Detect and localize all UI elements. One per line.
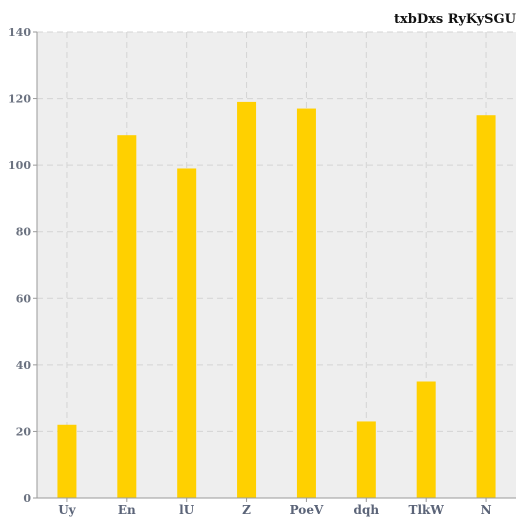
x-tick-label: Z <box>242 503 251 517</box>
y-tick-label: 140 <box>8 26 31 39</box>
y-tick-label: 80 <box>16 226 32 239</box>
bar-lU <box>177 168 197 498</box>
x-tick-label: Uy <box>58 503 76 517</box>
y-axis-tick-labels: 0 20 40 60 80 100 120 140 <box>8 26 31 505</box>
y-tick-label: 60 <box>16 292 32 305</box>
x-axis-tick-labels: Uy En lU Z PoeV dqh TlkW N <box>58 503 491 517</box>
plot-area <box>37 32 516 498</box>
y-tick-label: 120 <box>8 93 31 106</box>
bar-Uy <box>57 424 77 498</box>
bar-En <box>117 135 137 498</box>
x-tick-label: N <box>481 503 492 517</box>
bars <box>57 101 496 499</box>
bar-TlkW <box>416 381 436 498</box>
chart-title: txbDxs RyKySGU <box>394 12 517 27</box>
y-tick-label: 100 <box>8 159 31 172</box>
x-tick-label: dqh <box>354 503 380 517</box>
bar-PoeV <box>296 108 316 499</box>
x-tick-label: En <box>118 503 136 517</box>
y-tick-label: 40 <box>16 359 32 372</box>
axes <box>33 31 516 502</box>
x-tick-label: lU <box>179 503 195 517</box>
x-tick-label: PoeV <box>290 503 324 517</box>
y-tick-label: 20 <box>16 425 32 438</box>
bar-Z <box>237 101 257 499</box>
bar-N <box>476 115 496 498</box>
x-tick-label: TlkW <box>409 503 445 517</box>
bar-dqh <box>356 421 376 498</box>
y-tick-label: 0 <box>23 492 31 505</box>
